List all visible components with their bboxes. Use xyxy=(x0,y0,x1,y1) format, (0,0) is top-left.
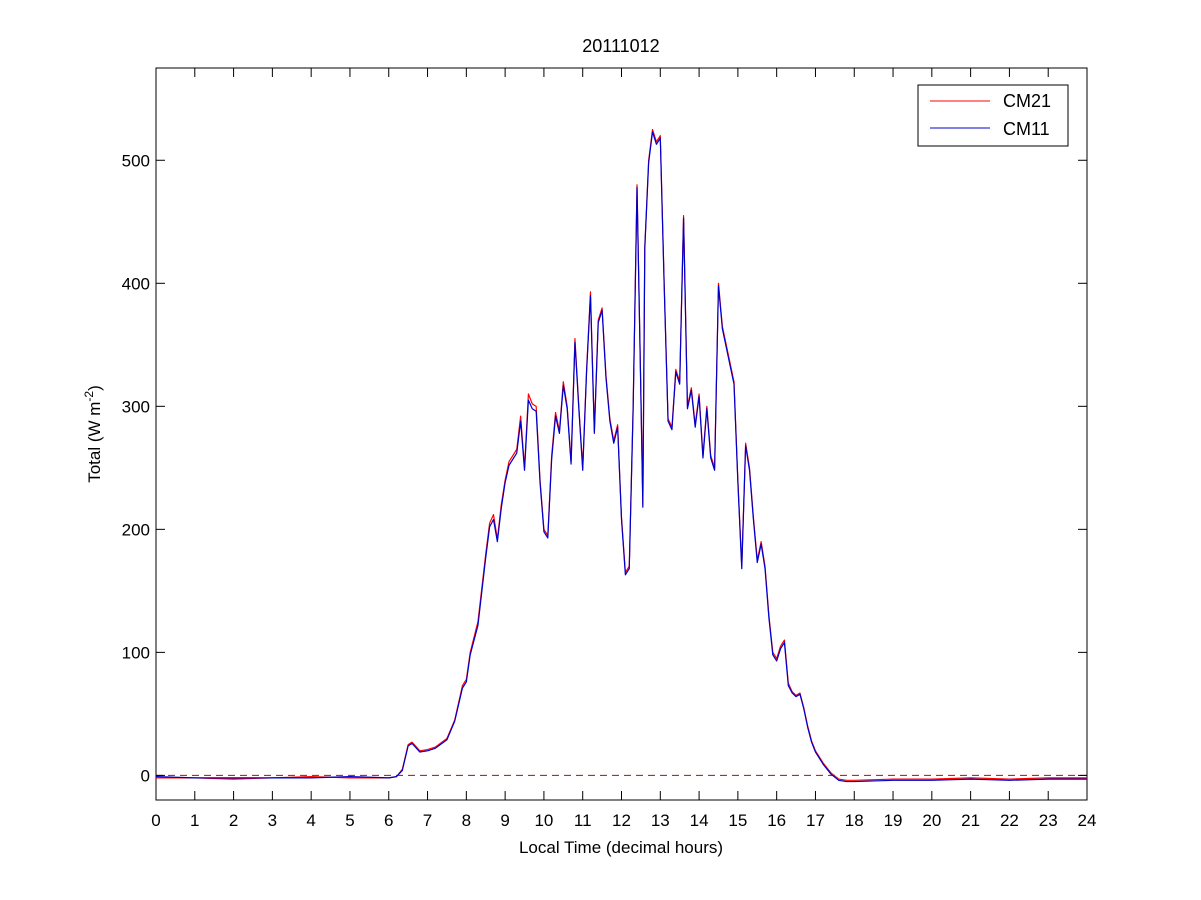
y-tick-label: 300 xyxy=(122,397,150,416)
legend: CM21 CM11 xyxy=(917,84,1069,147)
x-tick-label: 3 xyxy=(268,811,277,830)
y-axis-label-close: ) xyxy=(85,385,104,391)
y-tick-label: 200 xyxy=(122,520,150,539)
x-tick-label: 15 xyxy=(728,811,747,830)
y-tick-label: 100 xyxy=(122,643,150,662)
x-tick-label: 8 xyxy=(462,811,471,830)
y-tick-label: 0 xyxy=(141,766,150,785)
x-tick-label: 2 xyxy=(229,811,238,830)
legend-label-cm21: CM21 xyxy=(1003,91,1051,111)
x-tick-label: 12 xyxy=(612,811,631,830)
y-tick-label: 400 xyxy=(122,274,150,293)
x-tick-label: 9 xyxy=(500,811,509,830)
x-tick-label: 5 xyxy=(345,811,354,830)
x-tick-label: 24 xyxy=(1078,811,1097,830)
x-tick-label: 16 xyxy=(767,811,786,830)
x-tick-label: 11 xyxy=(574,811,592,830)
y-axis-label-superscript: -2 xyxy=(82,391,96,402)
x-axis-label: Local Time (decimal hours) xyxy=(519,838,723,857)
y-axis-label-main: Total (W m xyxy=(85,402,104,483)
x-tick-label: 20 xyxy=(922,811,941,830)
series-group xyxy=(155,128,1087,783)
legend-label-cm11: CM11 xyxy=(1003,119,1050,139)
x-tick-label: 1 xyxy=(190,811,199,830)
x-tick-label: 10 xyxy=(534,811,553,830)
series-line-cm11 xyxy=(155,131,1087,783)
y-axis: 0 100 200 300 400 500 xyxy=(122,151,1087,785)
x-tick-label: 23 xyxy=(1039,811,1058,830)
y-tick-label: 500 xyxy=(122,151,150,170)
x-axis: 0 1 2 3 4 5 6 7 8 9 10 11 12 13 14 15 16 17 18 19 20 21 22 23 24 xyxy=(151,68,1096,830)
x-tick-label: 4 xyxy=(306,811,315,830)
x-tick-label: 14 xyxy=(690,811,709,830)
x-tick-label: 13 xyxy=(651,811,670,830)
x-tick-label: 0 xyxy=(151,811,160,830)
y-axis-label: Total (W m-2) xyxy=(82,385,104,483)
legend-box xyxy=(917,84,1069,147)
x-tick-label: 22 xyxy=(1000,811,1019,830)
x-tick-label: 17 xyxy=(806,811,825,830)
x-tick-label: 6 xyxy=(384,811,393,830)
x-tick-label: 18 xyxy=(845,811,864,830)
x-tick-label: 19 xyxy=(884,811,903,830)
x-tick-label: 7 xyxy=(423,811,432,830)
chart-title: 20111012 xyxy=(582,36,659,56)
x-tick-label: 21 xyxy=(961,811,980,830)
plot-area xyxy=(155,67,1088,801)
